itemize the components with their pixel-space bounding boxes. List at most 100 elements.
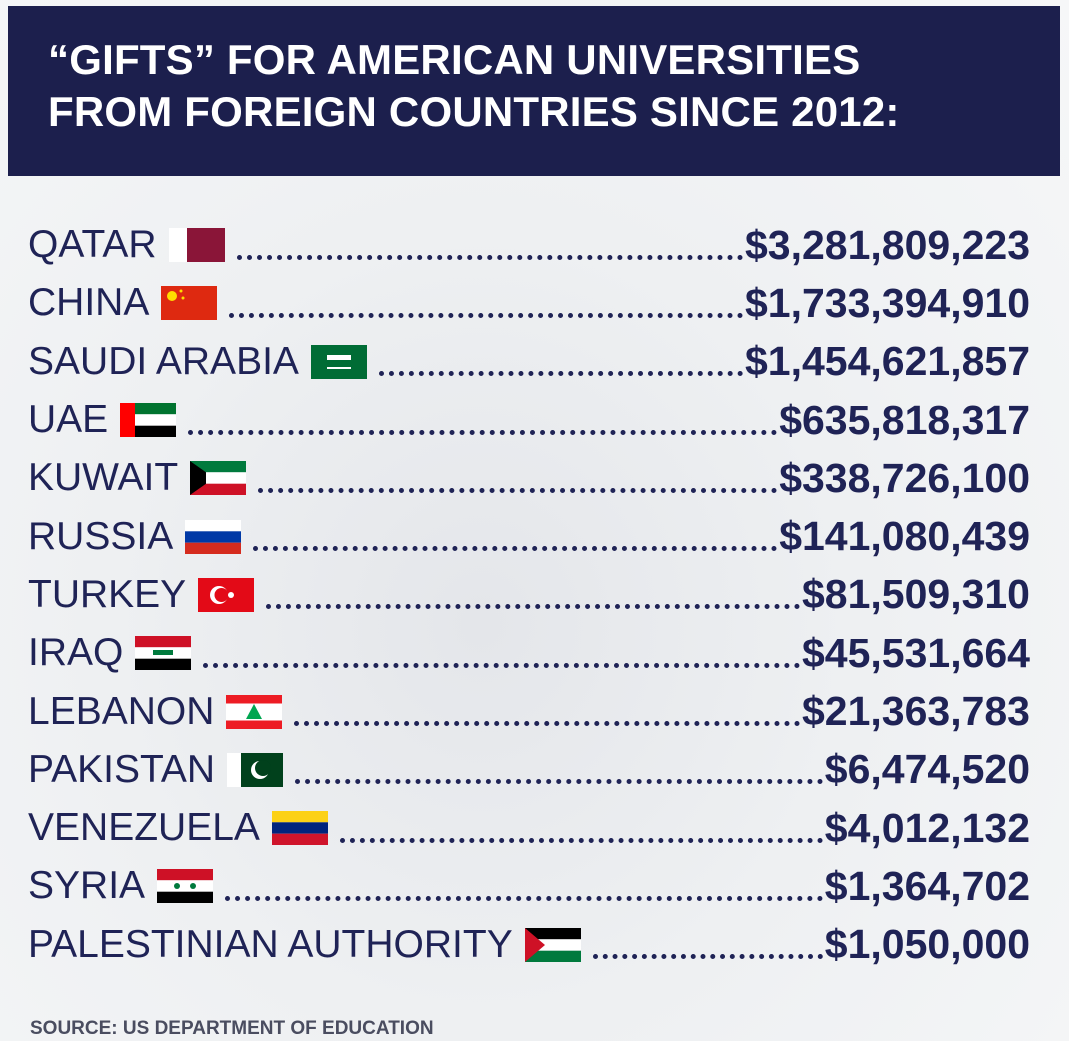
amount: $338,726,100 (779, 454, 1030, 501)
row: CHINA $1,733,394,910 (28, 274, 1030, 332)
flag-part (214, 587, 229, 602)
flag (226, 694, 283, 729)
flag-part (190, 472, 247, 485)
flag (227, 752, 284, 787)
amount: $45,531,664 (801, 629, 1030, 676)
flag-part (135, 636, 192, 648)
leader-dots (294, 721, 800, 727)
flag-part (157, 869, 214, 881)
flag-part (185, 519, 242, 531)
amount: $141,080,439 (779, 513, 1030, 560)
country: RUSSIA (28, 514, 174, 558)
row: KUWAIT $338,726,100 (28, 449, 1030, 507)
flag-part (271, 811, 328, 823)
flag-part (168, 228, 187, 263)
flag-part (326, 354, 351, 360)
row: SYRIA $1,364,702 (28, 857, 1030, 915)
flag (157, 869, 214, 904)
flag-part (228, 591, 235, 598)
flag-part (120, 414, 177, 426)
flag (120, 403, 177, 438)
country: VENEZUELA (28, 806, 260, 850)
amount: $1,364,702 (824, 862, 1030, 909)
country: QATAR (28, 223, 157, 267)
amount: $21,363,783 (801, 688, 1030, 735)
flag-part (524, 927, 545, 962)
flag-part (157, 892, 214, 904)
country: PAKISTAN (28, 747, 216, 791)
flag-part (227, 752, 242, 787)
row: SAUDI ARABIA $1,454,621,857 (28, 333, 1030, 391)
country: PALESTINIAN AUTHORITY (28, 922, 513, 966)
country: SAUDI ARABIA (28, 339, 299, 383)
leader-dots (225, 895, 823, 901)
amount: $1,050,000 (824, 921, 1030, 968)
list: QATAR $3,281,809,223 CHINA $1,733,394,91… (28, 216, 1030, 974)
flag-part (120, 403, 136, 438)
row: VENEZUELA $4,012,132 (28, 799, 1030, 857)
row: RUSSIA $141,080,439 (28, 507, 1030, 565)
country: UAE (28, 398, 109, 442)
flag-part (174, 883, 181, 890)
leader-dots (236, 254, 743, 260)
flag-part (120, 403, 177, 415)
row: LEBANON $21,363,783 (28, 682, 1030, 740)
title-line: FROM FOREIGN COUNTRIES SINCE 2012: (48, 88, 900, 135)
country: CHINA (28, 281, 150, 325)
flag-part (157, 880, 214, 893)
flag-part (120, 425, 177, 438)
amount: $635,818,317 (779, 396, 1030, 443)
flag (271, 811, 328, 846)
leader-dots (188, 429, 778, 435)
flag-part (524, 927, 581, 940)
flag (310, 344, 367, 379)
country: LEBANON (28, 689, 215, 733)
leader-dots (592, 954, 823, 960)
flag-part (271, 822, 328, 834)
flag-part (255, 759, 272, 776)
leader-dots (258, 487, 778, 493)
country: TURKEY (28, 572, 187, 616)
flag (161, 286, 218, 321)
flag-part (190, 484, 247, 496)
flag-part (153, 650, 174, 656)
title-line: “GIFTS” FOR AMERICAN UNIVERSITIES (48, 36, 861, 83)
flag-part (167, 291, 178, 302)
flag-part (271, 833, 328, 846)
row: PALESTINIAN AUTHORITY $1,050,000 (28, 916, 1030, 974)
amount: $4,012,132 (824, 804, 1030, 851)
flag (185, 519, 242, 554)
row: QATAR $3,281,809,223 (28, 216, 1030, 274)
amount: $1,454,621,857 (745, 338, 1030, 385)
leader-dots (339, 837, 823, 843)
country: SYRIA (28, 864, 146, 908)
amount: $81,509,310 (801, 571, 1030, 618)
flag-part (524, 939, 581, 951)
row: IRAQ $45,531,664 (28, 624, 1030, 682)
leader-dots (295, 779, 823, 785)
amount: $6,474,520 (824, 746, 1030, 793)
leader-dots (203, 662, 800, 668)
source: SOURCE: US DEPARTMENT OF EDUCATION (30, 1018, 434, 1039)
flag-part (190, 883, 197, 890)
flag-part (179, 289, 183, 293)
flag-part (181, 296, 185, 300)
country: IRAQ (28, 631, 124, 675)
flag-part (190, 461, 207, 496)
amount: $3,281,809,223 (745, 221, 1030, 268)
flag (135, 636, 192, 671)
row: PAKISTAN $6,474,520 (28, 741, 1030, 799)
flag-part (161, 286, 218, 321)
leader-dots (266, 604, 800, 610)
flag-part (190, 461, 247, 473)
flag (190, 461, 247, 496)
flag (198, 577, 255, 612)
row: TURKEY $81,509,310 (28, 566, 1030, 624)
flag-part (326, 366, 351, 369)
leader-dots (253, 546, 778, 552)
country: KUWAIT (28, 456, 179, 500)
flag (524, 927, 581, 962)
flag (168, 228, 225, 263)
flag-part (135, 658, 192, 671)
